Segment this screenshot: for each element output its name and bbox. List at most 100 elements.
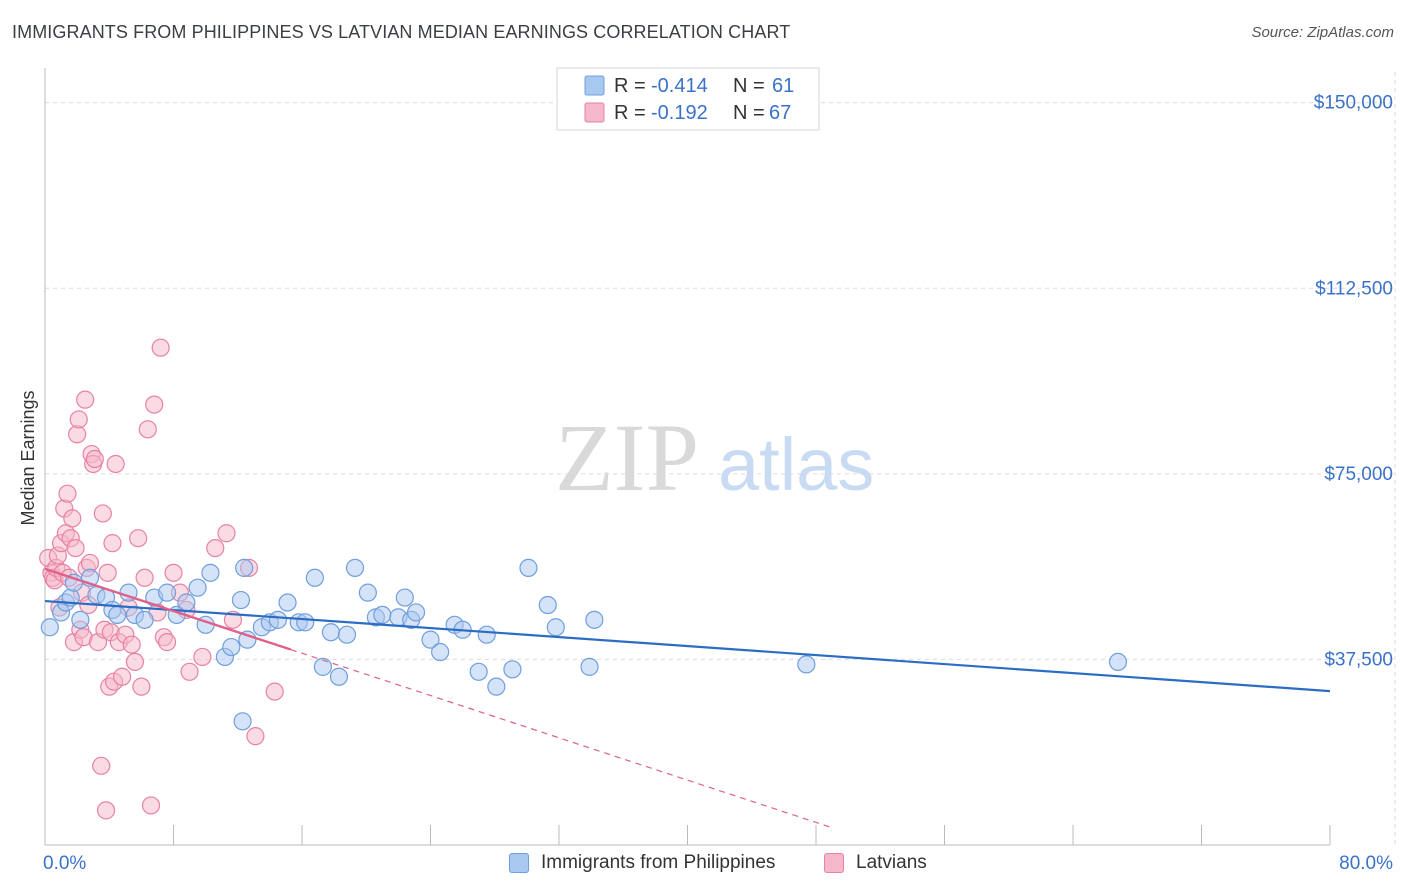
latvians-point-53 — [151, 338, 170, 357]
philippines-point-40 — [373, 605, 392, 625]
philippines-point-52 — [503, 660, 522, 679]
philippines-point-23 — [231, 590, 251, 610]
philippines-point-20 — [201, 563, 220, 582]
legend-bottom-label-latvians: Latvians — [856, 852, 927, 873]
philippines-point-50 — [477, 625, 496, 644]
latvians-point-39 — [106, 454, 125, 474]
source-label: Source: ZipAtlas.com — [1251, 24, 1394, 41]
philippines-point-24 — [238, 630, 257, 649]
latvians-trend-extension — [290, 648, 833, 829]
x-tick-labels: 0.0% 80.0% — [43, 853, 1393, 874]
latvians-point-11 — [58, 484, 77, 503]
legend-item-latvians: Latvians — [824, 852, 927, 874]
legend-n-value-1: 61 — [772, 75, 794, 97]
legend-r-label-2: R = — [614, 102, 646, 124]
x-tick-label-1: 80.0% — [1339, 853, 1393, 874]
philippines-point-57 — [585, 610, 604, 629]
latvians-point-45 — [125, 652, 145, 672]
philippines-point-55 — [546, 618, 565, 637]
philippines-point-29 — [278, 593, 297, 612]
latvians-point-34 — [98, 563, 117, 582]
latvians-point-66 — [265, 682, 284, 701]
philippines-point-28 — [268, 610, 288, 629]
philippines-point-13 — [135, 610, 154, 629]
philippines-point-59 — [1108, 652, 1128, 672]
latvians-point-50 — [141, 796, 161, 815]
watermark-atlas: atlas — [718, 423, 874, 506]
latvians-point-47 — [132, 677, 151, 696]
philippines-point-22 — [222, 637, 241, 657]
legend-n-value-2: 67 — [769, 102, 791, 124]
latvians-point-56 — [164, 563, 183, 582]
latvians-point-61 — [206, 538, 225, 558]
latvians-point-46 — [129, 529, 148, 548]
latvians-point-60 — [193, 647, 212, 667]
y-tick-labels: $37,500 $75,000 $112,500 $150,000 — [1314, 93, 1393, 671]
philippines-point-36 — [337, 625, 357, 644]
legend-swatch-philippines — [584, 75, 605, 96]
philippines-point-18 — [188, 578, 207, 597]
philippines-point-60 — [233, 712, 252, 731]
latvians-point-16 — [66, 538, 85, 558]
legend-r-value-2: -0.192 — [651, 102, 708, 124]
philippines-point-58 — [797, 655, 816, 674]
latvians-point-18 — [69, 410, 88, 429]
philippines-point-33 — [313, 657, 332, 676]
latvians-point-55 — [157, 633, 177, 652]
philippines-point-25 — [235, 558, 254, 577]
latvians-point-31 — [93, 504, 112, 523]
philippines-point-54 — [538, 595, 557, 615]
x-tick-label-0: 0.0% — [43, 853, 86, 874]
y-axis-label: Median Earnings — [18, 390, 38, 525]
latvians-point-33 — [96, 801, 116, 820]
philippines-point-45 — [421, 630, 440, 649]
latvians-point-22 — [76, 390, 95, 409]
philippines-point-49 — [469, 662, 488, 681]
philippines-point-15 — [157, 583, 177, 602]
philippines-point-10 — [108, 605, 127, 625]
latvians-point-28 — [85, 449, 104, 469]
legend-swatch-latvians — [584, 102, 605, 123]
philippines-point-32 — [305, 568, 324, 587]
legend-bottom-swatch-philippines — [509, 853, 529, 873]
legend-n-label-2: N = — [733, 102, 765, 124]
latvians-point-51 — [145, 395, 164, 414]
philippines-point-0 — [40, 618, 59, 637]
philippines-point-34 — [321, 623, 341, 642]
chart-title: IMMIGRANTS FROM PHILIPPINES VS LATVIAN M… — [12, 22, 791, 42]
philippines-points — [40, 558, 1128, 731]
legend-top: R = -0.414 N = 61 R = -0.192 N = 67 — [556, 67, 820, 131]
latvians-point-14 — [63, 509, 82, 528]
latvians-point-30 — [92, 756, 111, 775]
legend-r-value-1: -0.414 — [651, 75, 708, 97]
legend-bottom-swatch-latvians — [824, 853, 844, 873]
philippines-point-56 — [580, 657, 599, 676]
philippines-point-17 — [177, 593, 196, 612]
legend-bottom: Immigrants from Philippines Latvians — [0, 852, 1406, 878]
philippines-point-51 — [487, 677, 506, 696]
latvians-point-49 — [138, 420, 157, 439]
latvians-point-62 — [217, 524, 236, 543]
latvians-point-48 — [135, 568, 154, 587]
latvians-point-37 — [103, 534, 122, 553]
axes — [44, 68, 1331, 846]
latvians-trend-line — [44, 567, 292, 651]
legend-item-philippines: Immigrants from Philippines — [509, 852, 775, 874]
latvians-point-65 — [246, 727, 265, 746]
philippines-point-35 — [329, 667, 349, 686]
philippines-point-5 — [71, 610, 90, 629]
y-tick-label-0: $37,500 — [1324, 649, 1393, 670]
legend-r-label-1: R = — [614, 75, 646, 97]
philippines-point-31 — [296, 613, 315, 632]
y-tick-label-2: $112,500 — [1315, 278, 1393, 299]
watermark: ZIP atlas — [555, 404, 874, 511]
philippines-point-53 — [519, 558, 538, 577]
latvians-point-44 — [122, 635, 141, 654]
philippines-point-38 — [358, 583, 377, 602]
latvians-point-41 — [112, 667, 132, 686]
philippines-point-44 — [406, 603, 426, 622]
y-tick-label-1: $75,000 — [1324, 464, 1393, 485]
watermark-zip: ZIP — [555, 404, 699, 511]
philippines-point-42 — [395, 588, 414, 607]
